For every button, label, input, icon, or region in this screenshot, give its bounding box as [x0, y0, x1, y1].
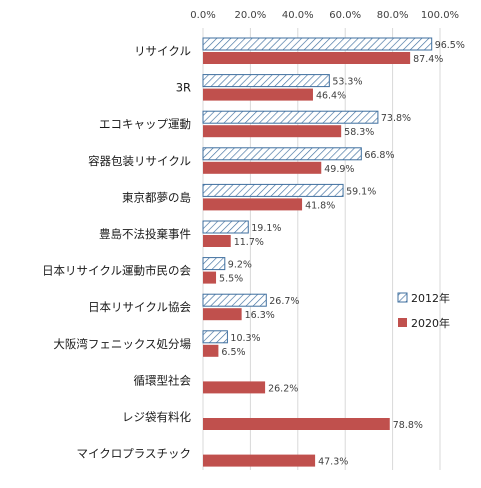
legend-label-2012: 2012年	[411, 291, 450, 305]
bar-2012	[202, 257, 226, 271]
data-label-2020: 16.3%	[245, 310, 275, 321]
data-label-2020: 6.5%	[221, 347, 245, 358]
data-label-2020: 58.3%	[344, 127, 374, 138]
data-label-2020: 46.4%	[316, 91, 346, 102]
category-label: マイクロプラスチック	[76, 447, 191, 461]
x-tick-label: 0.0%	[190, 10, 215, 21]
data-label-2020: 5.5%	[219, 274, 243, 285]
x-tick-label: 20.0%	[235, 10, 267, 21]
data-label-2012: 10.3%	[230, 333, 260, 344]
data-label-2020: 87.4%	[413, 54, 443, 65]
gridlines	[202, 28, 441, 470]
category-label: 循環型社会	[134, 373, 192, 387]
data-label-2012: 9.2%	[228, 260, 252, 271]
bar-2020	[203, 198, 303, 211]
bar-2020	[203, 161, 322, 174]
bars	[202, 37, 433, 467]
legend: 2012年 2020年	[397, 291, 450, 330]
x-axis-ticks: 0.0% 20.0% 40.0% 60.0% 80.0% 100.0%	[190, 10, 459, 21]
bar-2020	[203, 52, 411, 64]
category-label: 大阪湾フェニックス処分場	[53, 337, 191, 351]
x-tick-label: 40.0%	[282, 10, 314, 21]
bar-2012	[202, 110, 379, 124]
bar-2012	[202, 330, 228, 344]
bar-2020	[203, 271, 217, 284]
bar-2020	[203, 308, 242, 321]
bar-2020	[203, 125, 342, 138]
category-label: 日本リサイクル運動市民の会	[42, 264, 191, 278]
data-label-2020: 11.7%	[234, 237, 264, 248]
bar-2020	[203, 235, 231, 247]
data-label-2020: 78.8%	[393, 420, 423, 431]
bar-2012	[202, 293, 267, 307]
bar-2012	[202, 74, 330, 88]
category-label: 容器包装リサイクル	[88, 154, 191, 168]
data-label-2012: 73.8%	[381, 113, 411, 124]
data-label-2020: 49.9%	[324, 164, 354, 175]
data-labels: 96.5% 87.4% 53.3% 46.4% 73.8% 58.3% 66.8% 49.9%…	[219, 40, 465, 468]
x-tick-label: 60.0%	[329, 10, 361, 21]
bar-2020	[203, 381, 266, 394]
category-label: 東京都夢の島	[122, 190, 191, 204]
legend-swatch-2020	[398, 318, 407, 327]
category-label: 豊島不法投棄事件	[99, 227, 191, 241]
data-label-2012: 26.7%	[269, 296, 299, 307]
data-label-2012: 19.1%	[251, 223, 281, 234]
legend-swatch-2012	[397, 292, 408, 303]
category-label: リサイクル	[134, 44, 191, 58]
data-label-2020: 47.3%	[318, 457, 348, 468]
x-tick-label: 80.0%	[377, 10, 409, 21]
data-label-2020: 41.8%	[305, 200, 335, 211]
category-label: エコキャップ運動	[99, 117, 191, 131]
category-label: 3R	[176, 81, 191, 95]
data-label-2012: 96.5%	[435, 40, 465, 51]
bar-2020	[203, 454, 316, 467]
bar-2012	[202, 220, 249, 234]
bar-2012	[202, 147, 362, 161]
category-label: レジ袋有料化	[122, 410, 191, 424]
bar-2020	[203, 344, 219, 357]
bar-2020	[203, 418, 390, 430]
data-label-2012: 53.3%	[332, 77, 362, 88]
data-label-2012: 59.1%	[346, 186, 376, 197]
bar-2012	[202, 37, 433, 51]
bar-2020	[203, 88, 313, 101]
legend-label-2020: 2020年	[411, 316, 450, 330]
category-label: 日本リサイクル協会	[88, 300, 191, 314]
category-labels: リサイクル 3R エコキャップ運動容器包装リサイクル東京都夢の島豊島不法投棄事件日本…	[42, 44, 191, 461]
bar-2012	[202, 183, 344, 197]
x-tick-label: 100.0%	[421, 10, 459, 21]
data-label-2012: 66.8%	[364, 150, 394, 161]
data-label-2020: 26.2%	[268, 383, 298, 394]
